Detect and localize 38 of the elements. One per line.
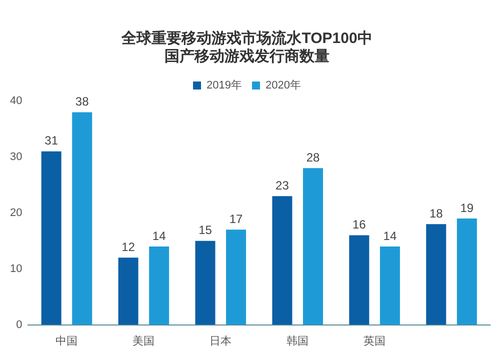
text: 国产移动游戏发行商数量 (164, 48, 330, 66)
data-label: 14 (383, 228, 397, 243)
bar (41, 151, 62, 325)
data-label: 18 (429, 206, 444, 220)
y-tick-label: 40 (10, 95, 22, 108)
bar (118, 258, 138, 325)
x-tick-label: 中国 (56, 334, 78, 348)
y-tick-label: 10 (10, 262, 22, 275)
bar (272, 196, 292, 325)
x-tick-label: 韩国 (286, 334, 309, 348)
data-label: 15 (198, 223, 212, 238)
x-tick-label: 英国 (364, 334, 386, 348)
bar (226, 230, 246, 325)
data-label: 17 (229, 212, 244, 226)
bar (380, 246, 400, 325)
text: 全球重要移动游戏市场流水TOP100中 (122, 30, 372, 48)
data-label: 23 (276, 178, 290, 192)
data-label: 31 (44, 134, 58, 148)
x-tick-label: 美国 (132, 334, 155, 348)
bar (195, 240, 216, 325)
legend-label: 2020年 (266, 80, 301, 92)
bar (426, 224, 446, 325)
y-tick-label: 0 (16, 318, 22, 331)
bar (349, 235, 370, 325)
data-label: 19 (460, 200, 474, 215)
bar (302, 168, 323, 325)
y-tick-label: 30 (10, 150, 22, 163)
data-label: 16 (352, 218, 366, 232)
y-tick-label: 20 (10, 206, 22, 219)
bar (456, 218, 477, 325)
bar (149, 246, 170, 325)
data-label: 14 (152, 228, 166, 243)
data-label: 28 (306, 150, 320, 164)
bar (72, 112, 92, 325)
x-tick-label: 日本 (210, 334, 232, 348)
data-label: 12 (122, 240, 136, 254)
data-label: 38 (75, 94, 90, 109)
legend-label: 2019年 (206, 80, 242, 92)
